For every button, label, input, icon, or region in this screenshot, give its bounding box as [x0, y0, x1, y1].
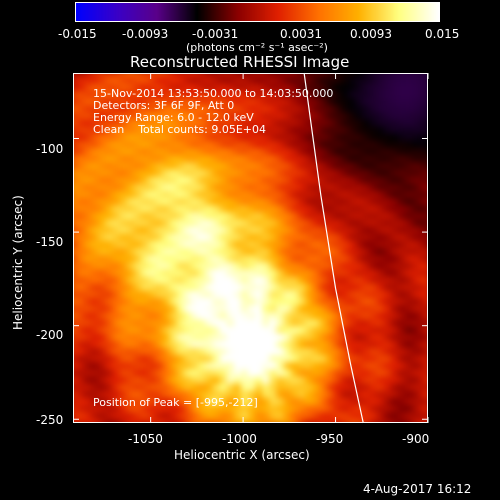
colorbar-tick: -0.015: [58, 27, 97, 41]
colorbar-tick: 0.015: [425, 27, 460, 41]
x-tick-label: -950: [316, 432, 344, 446]
y-axis-label: Heliocentric Y (arcsec): [11, 195, 25, 330]
footer-date: 4-Aug-2017 16:12: [363, 482, 472, 496]
colorbar-tick: 0.0093: [350, 27, 392, 41]
heatmap-container: [73, 73, 428, 423]
image-title: Reconstructed RHESSI Image: [130, 53, 350, 71]
y-tick-label: -150: [36, 235, 64, 249]
colorbar: [75, 2, 440, 22]
annotation-peak-position: Position of Peak = [-995,-212]: [93, 396, 258, 409]
colorbar-tick: -0.0031: [192, 27, 239, 41]
colorbar-unit-label: (photons cm⁻² s⁻¹ asec⁻²): [186, 41, 328, 54]
annotation-detectors: Detectors: 3F 6F 9F, Att 0: [93, 99, 235, 112]
solar-limb-curve: [303, 72, 364, 424]
x-tick-label: -900: [402, 432, 430, 446]
plot-frame: [73, 73, 428, 423]
x-axis-label: Heliocentric X (arcsec): [174, 448, 310, 462]
colorbar-tick: 0.0031: [280, 27, 322, 41]
annotation-time-range: 15-Nov-2014 13:53:50.000 to 14:03:50.000: [93, 87, 334, 100]
x-tick-label: -1000: [222, 432, 257, 446]
annotation-energy-range: Energy Range: 6.0 - 12.0 keV: [93, 111, 254, 124]
y-tick-label: -250: [36, 413, 64, 427]
colorbar-tick: -0.0093: [122, 27, 169, 41]
y-tick-label: -200: [36, 328, 64, 342]
y-tick-label: -100: [36, 142, 64, 156]
rhessi-heatmap: [73, 73, 428, 423]
annotation-clean-counts: Clean Total counts: 9.05E+04: [93, 123, 267, 136]
x-tick-label: -1050: [128, 432, 163, 446]
